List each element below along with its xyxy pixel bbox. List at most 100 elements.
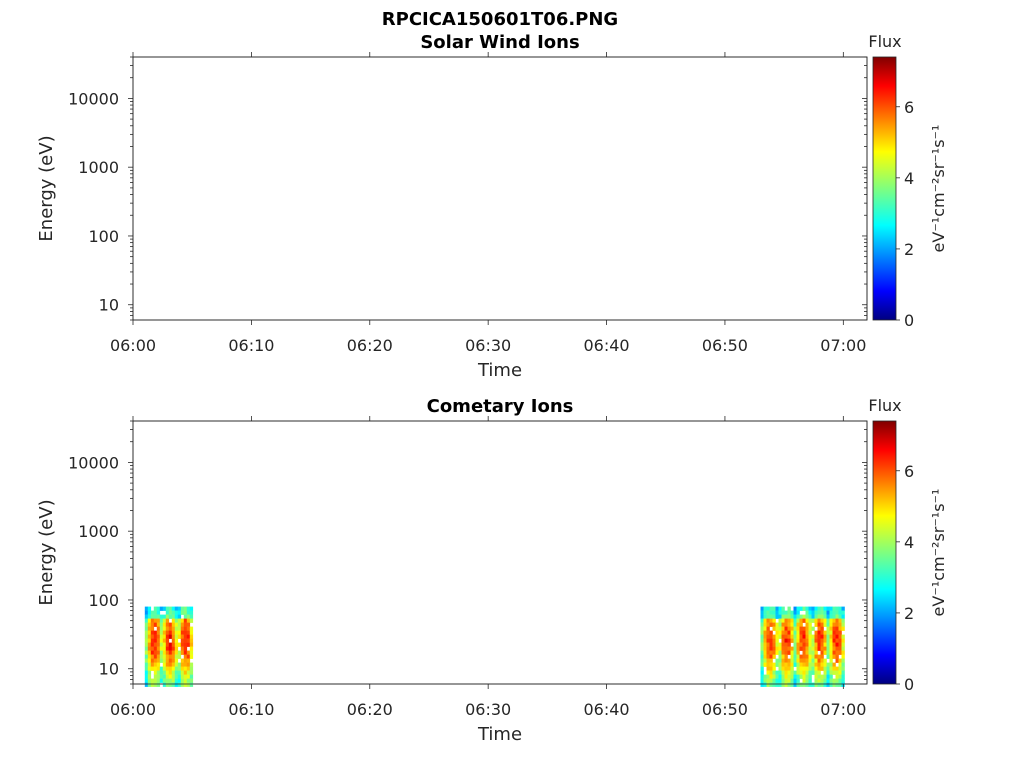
flux-cell: [835, 630, 839, 635]
flux-cell: [189, 626, 194, 631]
flux-cell: [820, 662, 824, 667]
colorbar-tick-label: 0: [904, 675, 914, 694]
flux-cell: [159, 614, 164, 619]
flux-cell: [766, 682, 770, 687]
flux-cell: [769, 618, 773, 623]
flux-cell: [820, 654, 824, 659]
flux-cell: [802, 678, 806, 683]
flux-cell: [183, 662, 188, 667]
flux-cell: [799, 634, 803, 639]
flux-cell: [159, 642, 164, 647]
flux-cell: [775, 626, 779, 631]
flux-cell: [820, 614, 824, 619]
flux-cell: [153, 670, 158, 675]
flux-cell: [775, 638, 779, 643]
flux-cell: [144, 654, 149, 659]
flux-cell: [778, 614, 782, 619]
flux-cell: [171, 654, 176, 659]
flux-cell: [165, 674, 170, 679]
flux-cell: [835, 654, 839, 659]
flux-cell: [165, 622, 170, 627]
flux-cell: [823, 606, 827, 611]
flux-cell: [841, 634, 845, 639]
flux-cell: [787, 670, 791, 675]
flux-cell: [180, 634, 185, 639]
flux-cell: [168, 670, 173, 675]
flux-cell: [165, 658, 170, 663]
flux-cell: [799, 638, 803, 643]
flux-cell: [817, 642, 821, 647]
flux-cell: [787, 658, 791, 663]
flux-cell: [177, 662, 182, 667]
flux-cell: [162, 662, 167, 667]
panel-solar-wind-ions: 06:00 06:10 06:20 06:30 06:40 06:50 07:00 10 100…: [36, 32, 948, 381]
flux-cell: [760, 642, 764, 647]
flux-cell: [147, 650, 152, 655]
flux-cell: [793, 618, 797, 623]
flux-cell: [796, 666, 800, 671]
flux-cell: [159, 654, 164, 659]
flux-cell: [796, 682, 800, 687]
flux-cell: [796, 642, 800, 647]
flux-cell: [162, 650, 167, 655]
flux-cell: [778, 682, 782, 687]
flux-cell: [763, 654, 767, 659]
flux-cell: [799, 674, 803, 679]
flux-cell: [790, 662, 794, 667]
flux-cell: [826, 678, 830, 683]
flux-cell: [826, 674, 830, 679]
flux-cell: [766, 634, 770, 639]
flux-cell: [180, 638, 185, 643]
flux-cell: [177, 670, 182, 675]
flux-cell: [150, 642, 155, 647]
flux-cell: [805, 646, 809, 651]
flux-cell: [150, 654, 155, 659]
flux-cell: [841, 674, 845, 679]
flux-cell: [168, 678, 173, 683]
flux-cell: [174, 682, 179, 687]
flux-cell: [153, 658, 158, 663]
flux-cell: [793, 662, 797, 667]
x-tick-label: 06:30: [465, 700, 511, 719]
flux-cell: [781, 658, 785, 663]
flux-cell: [171, 674, 176, 679]
flux-cell: [835, 674, 839, 679]
flux-cell: [802, 630, 806, 635]
flux-cell: [820, 626, 824, 631]
flux-cell: [823, 630, 827, 635]
flux-cell: [790, 658, 794, 663]
flux-cell: [829, 678, 833, 683]
flux-cell: [793, 622, 797, 627]
flux-cell: [796, 678, 800, 683]
flux-cell: [168, 666, 173, 671]
flux-cell: [805, 674, 809, 679]
flux-cell: [180, 642, 185, 647]
flux-cell: [186, 682, 191, 687]
flux-cell: [811, 614, 815, 619]
flux-cell: [760, 626, 764, 631]
colorbar-tick-label: 6: [904, 462, 914, 481]
flux-cell: [162, 654, 167, 659]
flux-cell: [763, 614, 767, 619]
flux-cell: [784, 666, 788, 671]
flux-cell: [793, 634, 797, 639]
flux-cell: [826, 650, 830, 655]
flux-cell: [787, 614, 791, 619]
flux-cell: [781, 650, 785, 655]
flux-cell: [189, 682, 194, 687]
flux-cell: [832, 638, 836, 643]
flux-cell: [826, 626, 830, 631]
flux-cell: [778, 670, 782, 675]
flux-cell: [159, 674, 164, 679]
x-tick-label: 06:20: [347, 700, 393, 719]
flux-cell: [144, 670, 149, 675]
flux-cell: [823, 646, 827, 651]
flux-cell: [150, 634, 155, 639]
flux-cell: [820, 650, 824, 655]
flux-cell: [189, 666, 194, 671]
flux-cell: [168, 650, 173, 655]
flux-cell: [156, 638, 161, 643]
flux-cell: [763, 658, 767, 663]
flux-cell: [150, 666, 155, 671]
flux-cell: [811, 646, 815, 651]
